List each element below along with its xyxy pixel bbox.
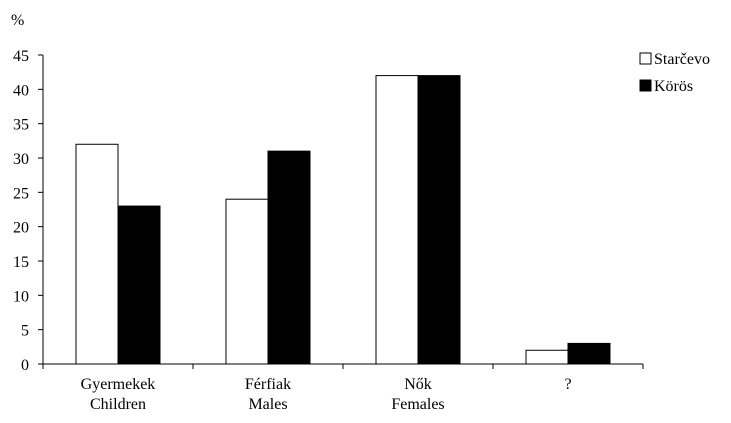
y-tick-label: 5 [21, 323, 29, 340]
x-tick-label: ? [564, 376, 571, 393]
y-tick-label: 0 [21, 357, 29, 374]
y-tick-label: 25 [13, 185, 29, 202]
bars [75, 75, 611, 365]
y-tick-label: 30 [13, 151, 29, 168]
bar-starčevo [225, 198, 269, 365]
x-tick-label: Children [90, 396, 146, 413]
y-tick-label: 45 [13, 48, 29, 65]
y-tick-label: 35 [13, 117, 29, 134]
legend-label: Starčevo [654, 51, 710, 68]
x-tick-label: Férfiak [245, 376, 291, 393]
bar-starčevo [75, 143, 119, 365]
y-tick-label: 10 [13, 288, 29, 305]
bar-körös [117, 205, 161, 365]
legend-swatch [639, 52, 652, 65]
y-axis-label: % [11, 12, 24, 29]
legend: Starčevo Körös [639, 51, 710, 95]
x-tick-label: Nők [404, 376, 432, 393]
bar-körös [267, 150, 311, 365]
x-axis-ticks: Gyermekek Children Férfiak Males Nők Females? [42, 364, 644, 413]
x-tick-label: Gyermekek [81, 376, 156, 393]
y-axis-ticks: 0 5 10 15 20 25 30 35 40 45 [13, 48, 43, 374]
bar-starčevo [375, 75, 419, 365]
legend-label: Körös [654, 78, 693, 95]
bar-körös [567, 342, 611, 365]
bar-körös [417, 75, 461, 365]
y-tick-label: 40 [13, 82, 29, 99]
y-tick-label: 15 [13, 254, 29, 271]
x-tick-label: Females [391, 396, 444, 413]
y-tick-label: 20 [13, 220, 29, 237]
x-tick-label: Males [248, 396, 287, 413]
bar-starčevo [525, 349, 569, 365]
legend-swatch [639, 79, 652, 92]
